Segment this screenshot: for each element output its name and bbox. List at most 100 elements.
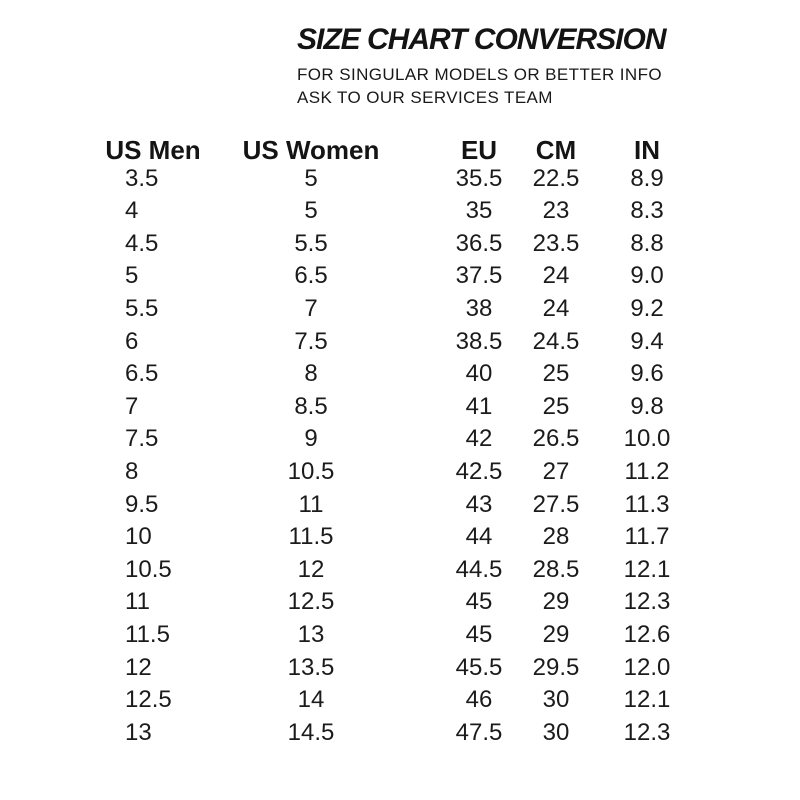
size-conversion-table: US Men US Women EU CM IN 3.5 5 35.5 22.5 8.9 4 5 35 2…: [100, 130, 716, 749]
table-cell: 12.3: [623, 718, 671, 746]
table-cell: 9.4: [630, 327, 664, 355]
table-cell: 13: [125, 718, 152, 746]
table-cell: 9.5: [125, 490, 159, 518]
column-header: US Men: [105, 135, 201, 165]
table-cell: 5: [304, 197, 318, 225]
table-cell: 7.5: [294, 327, 328, 355]
table-cell: 27.5: [532, 490, 580, 518]
table-cell: 10.0: [623, 425, 671, 453]
table-cell: 24.5: [532, 327, 580, 355]
table-cell: 29: [542, 588, 570, 616]
table-cell: 12.0: [623, 653, 671, 681]
table-cell: 8.8: [630, 229, 664, 257]
table-cell: 22.5: [532, 164, 580, 192]
table-cell: 8.3: [630, 197, 664, 225]
table-cell: 44: [465, 523, 493, 551]
table-cell: 12.1: [623, 686, 671, 714]
table-cell: 12: [297, 555, 325, 583]
table-cell: 9.0: [630, 262, 664, 290]
table-cell: 5: [304, 164, 318, 192]
table-cell: 14: [297, 686, 325, 714]
table-cell: 8.9: [630, 164, 664, 192]
table-cell: 9.6: [630, 360, 664, 388]
table-cell: 5: [125, 262, 139, 290]
table-cell: 12.1: [623, 555, 671, 583]
column-header: CM: [535, 135, 577, 165]
table-cell: 8: [304, 360, 318, 388]
table-cell: 45: [465, 620, 493, 648]
table-cell: 40: [465, 360, 493, 388]
table-cell: 23.5: [532, 229, 580, 257]
table-cell: 9: [304, 425, 318, 453]
column-header: IN: [634, 135, 660, 165]
table-cell: 41: [465, 392, 493, 420]
table-cell: 9.2: [630, 294, 664, 322]
table-cell: 12.5: [287, 588, 335, 616]
table-cell: 24: [542, 262, 570, 290]
table-cell: 45: [465, 588, 493, 616]
table-cell: 46: [465, 686, 493, 714]
table-cell: 38: [465, 294, 493, 322]
subtitle-line-1: FOR SINGULAR MODELS OR BETTER INFO: [297, 65, 662, 84]
table-cell: 8.5: [294, 392, 328, 420]
table-cell: 6.5: [125, 360, 159, 388]
table-cell: 14.5: [287, 718, 335, 746]
table-cell: 29: [542, 620, 570, 648]
table-cell: 28: [542, 523, 570, 551]
table-cell: 44.5: [455, 555, 503, 583]
table-cell: 30: [542, 718, 570, 746]
table-cell: 10.5: [287, 457, 335, 485]
column-header: US Women: [242, 135, 380, 165]
table-cell: 28.5: [532, 555, 580, 583]
table-cell: 45.5: [455, 653, 503, 681]
subtitle-line-2: ASK TO OUR SERVICES TEAM: [297, 88, 553, 107]
table-cell: 42: [465, 425, 493, 453]
table-cell: 37.5: [455, 262, 503, 290]
table-cell: 5.5: [294, 229, 328, 257]
table-cell: 11.2: [624, 457, 670, 485]
table-cell: 12.5: [125, 686, 172, 714]
chart-header: SIZE CHART CONVERSION FOR SINGULAR MODEL…: [297, 22, 717, 109]
table-cell: 11.3: [624, 490, 670, 518]
table-cell: 9.8: [630, 392, 664, 420]
column-header: EU: [460, 135, 498, 165]
table-cell: 43: [465, 490, 493, 518]
page-subtitle: FOR SINGULAR MODELS OR BETTER INFO ASK T…: [297, 63, 717, 109]
page-title: SIZE CHART CONVERSION: [297, 23, 667, 56]
table-cell: 47.5: [455, 718, 503, 746]
table-cell: 8: [125, 457, 139, 485]
table-cell: 12: [125, 653, 152, 681]
table-cell: 13: [297, 620, 325, 648]
table-cell: 10.5: [125, 555, 172, 583]
table-cell: 4: [125, 197, 139, 225]
table-cell: 25: [542, 360, 570, 388]
table-cell: 38.5: [455, 327, 503, 355]
table-cell: 5.5: [125, 294, 159, 322]
table-cell: 24: [542, 294, 570, 322]
table-cell: 13.5: [287, 653, 335, 681]
table-cell: 29.5: [532, 653, 580, 681]
table-cell: 10: [125, 523, 152, 551]
table-cell: 4.5: [125, 229, 159, 257]
table-cell: 7: [304, 294, 318, 322]
table-cell: 30: [542, 686, 570, 714]
table-cell: 12.3: [623, 588, 671, 616]
table-cell: 25: [542, 392, 570, 420]
table-cell: 11: [125, 588, 150, 616]
table-cell: 12.6: [623, 620, 671, 648]
table-cell: 6: [125, 327, 139, 355]
table-cell: 35: [465, 197, 493, 225]
table-cell: 11.5: [125, 620, 170, 648]
table-cell: 23: [542, 197, 570, 225]
table-cell: 36.5: [455, 229, 503, 257]
table-cell: 7.5: [125, 425, 159, 453]
table-cell: 26.5: [532, 425, 580, 453]
table-cell: 27: [542, 457, 570, 485]
table-cell: 7: [125, 392, 139, 420]
table-cell: 3.5: [125, 164, 159, 192]
table-cell: 11.7: [624, 523, 670, 551]
table-cell: 42.5: [455, 457, 503, 485]
table-cell: 11.5: [288, 523, 334, 551]
table-cell: 11: [298, 490, 324, 518]
table-cell: 35.5: [455, 164, 503, 192]
